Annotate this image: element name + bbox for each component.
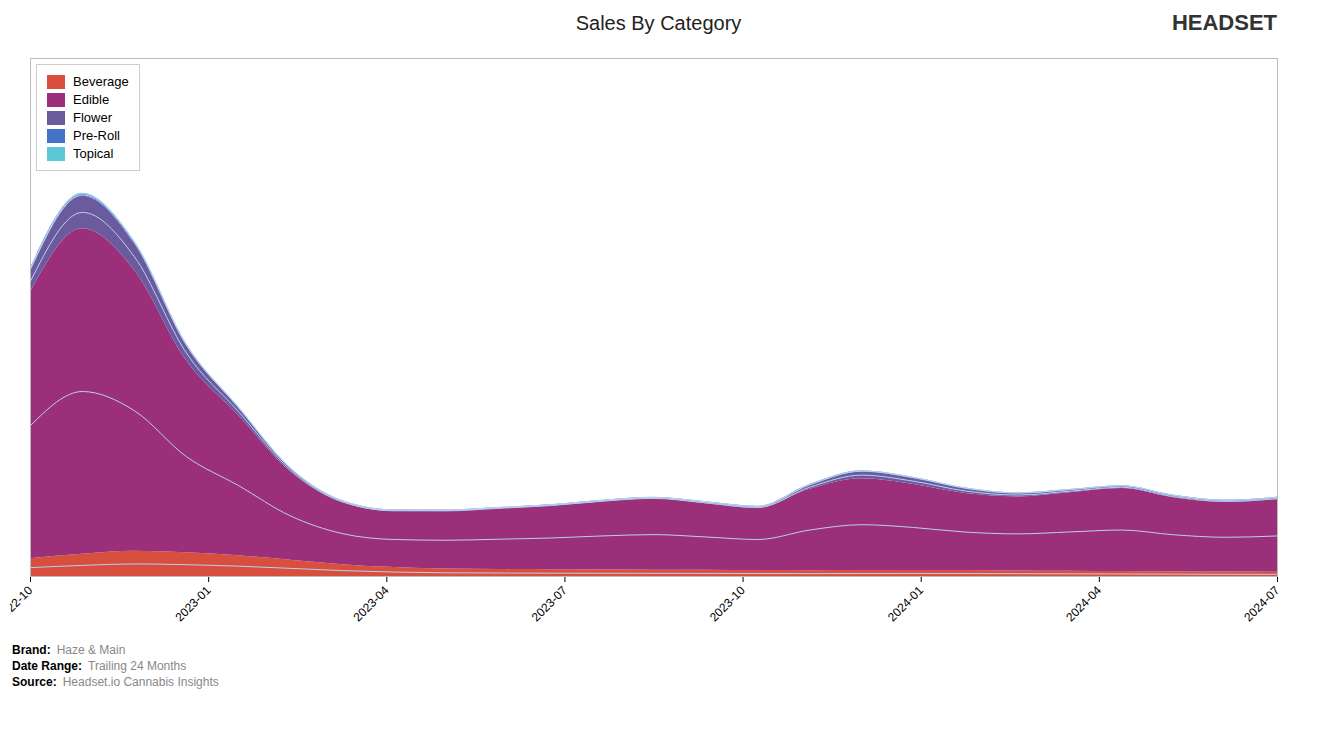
svg-text:2024-04: 2024-04 <box>1063 583 1104 624</box>
html-text:Sales By Category: Sales By Category <box>575 12 742 34</box>
svg-text:2024-01: 2024-01 <box>885 583 926 624</box>
html-text:Trailing 24 Months: Trailing 24 Months <box>88 659 187 673</box>
svg-text:2023-07: 2023-07 <box>529 583 570 624</box>
svg-text:2023-10: 2023-10 <box>707 583 748 624</box>
html-text:HEADSET: HEADSET <box>1171 10 1277 35</box>
svg-text:2024-07: 2024-07 <box>1241 583 1282 624</box>
html-text:Edible: Edible <box>73 92 110 107</box>
html-text:Headset.io Cannabis Insights: Headset.io Cannabis Insights <box>62 675 219 689</box>
html-text:Topical: Topical <box>73 146 114 161</box>
svg-text:2023-04: 2023-04 <box>351 583 392 624</box>
html-text:Haze & Main: Haze & Main <box>56 643 126 657</box>
html-text:Beverage: Beverage <box>73 74 129 89</box>
html-text:Flower: Flower <box>73 110 112 125</box>
html-text:Date Range:: Date Range: <box>12 659 82 673</box>
html-text:Source:: Source: <box>12 675 57 689</box>
html-text:Brand:: Brand: <box>12 643 51 657</box>
html-text:Pre-Roll: Pre-Roll <box>73 128 120 143</box>
svg-text:2022-10: 2022-10 <box>10 583 36 624</box>
svg-text:2023-01: 2023-01 <box>172 583 213 624</box>
